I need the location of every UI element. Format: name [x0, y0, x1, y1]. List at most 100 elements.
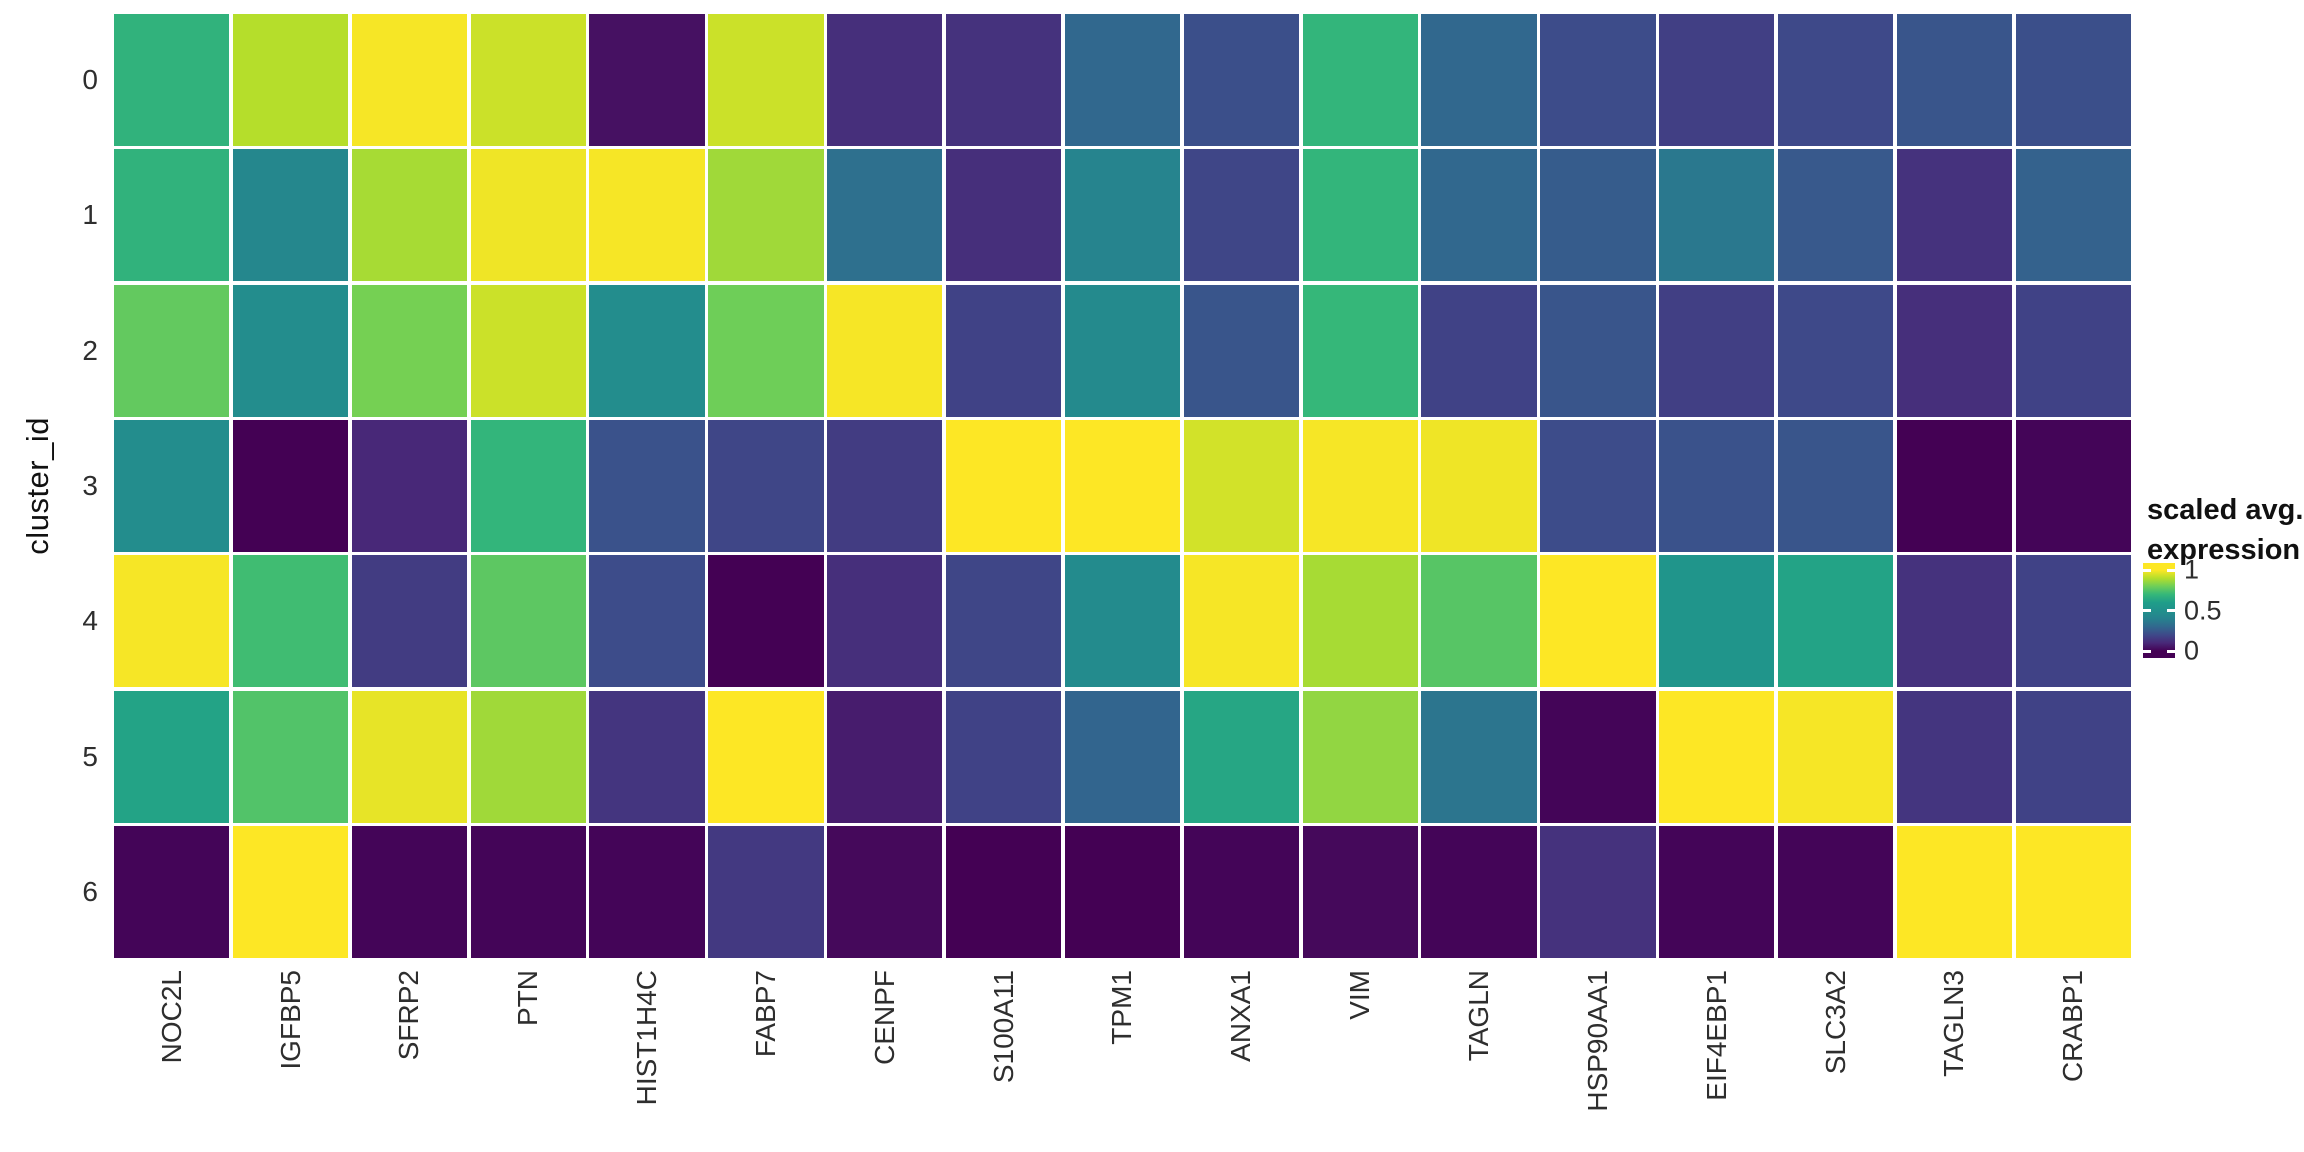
heatmap-cell [351, 420, 468, 552]
heatmap-cell [351, 14, 468, 146]
heatmap-cell [827, 14, 943, 146]
legend-tick-mark [2143, 649, 2151, 653]
heatmap-cell [1659, 555, 1775, 688]
heatmap-cell [351, 826, 468, 958]
x-axis-tick-label: EIF4EBP1 [1659, 970, 1774, 1152]
heatmap-cell [1540, 14, 1656, 146]
heatmap-cell [1064, 14, 1181, 146]
x-axis-tick-label: HSP90AA1 [1540, 970, 1655, 1152]
heatmap-cell [351, 284, 468, 417]
heatmap-cell [589, 149, 705, 282]
heatmap-cell [1540, 149, 1656, 282]
x-axis-tick-labels: NOC2L IGFBP5 SFRP2 PTN HIST1H4C FABP7 CENPF S10… [114, 970, 2131, 1152]
heatmap-cell [114, 149, 230, 282]
x-axis-tick-label-text: SFRP2 [393, 970, 425, 1061]
heatmap-cell [1421, 555, 1537, 688]
y-axis-tick-label: 6 [82, 876, 98, 908]
heatmap-cell [232, 284, 349, 417]
heatmap-cell [945, 690, 1062, 823]
heatmap-cell [1064, 826, 1181, 958]
y-axis-tick-label: 1 [82, 199, 98, 231]
heatmap-cell [708, 420, 824, 552]
x-axis-tick-label-text: TAGLN [1463, 970, 1495, 1062]
x-axis-tick-label-text: EIF4EBP1 [1700, 970, 1732, 1101]
heatmap-cell [708, 284, 824, 417]
x-axis-tick-label-text: ANXA1 [1225, 970, 1257, 1062]
heatmap-cell [351, 555, 468, 688]
heatmap-cell [1777, 420, 1894, 552]
heatmap-cell [1896, 555, 2013, 688]
heatmap-cell [945, 826, 1062, 958]
heatmap-cell [232, 149, 349, 282]
heatmap-cell [1896, 690, 2013, 823]
heatmap-cell [1896, 826, 2013, 958]
x-axis-tick-label: IGFBP5 [233, 970, 348, 1152]
heatmap-cell [1421, 826, 1537, 958]
heatmap-cell [827, 690, 943, 823]
heatmap-cell [1302, 420, 1418, 552]
heatmap-cell [1659, 420, 1775, 552]
heatmap-cell [708, 149, 824, 282]
heatmap-cell [1302, 826, 1418, 958]
x-axis-tick-label-text: FABP7 [749, 970, 781, 1058]
legend-title: scaled avg. expression [2147, 490, 2303, 570]
heatmap-cell [827, 826, 943, 958]
heatmap-cell [1659, 826, 1775, 958]
heatmap-cell [1659, 14, 1775, 146]
y-axis-tick-labels: 0 1 2 3 4 5 6 [0, 14, 106, 958]
heatmap-cell [1540, 555, 1656, 688]
heatmap-cell [470, 284, 586, 417]
heatmap-cell [114, 555, 230, 688]
heatmap-cell [708, 555, 824, 688]
heatmap-cell [1183, 420, 1300, 552]
heatmap-cell [114, 420, 230, 552]
x-axis-tick-label: TAGLN3 [1897, 970, 2012, 1152]
x-axis-tick-label-text: PTN [512, 970, 544, 1026]
heatmap-cell [1540, 690, 1656, 823]
heatmap-cell [2015, 826, 2131, 958]
heatmap-cell [2015, 690, 2131, 823]
heatmap-cell [1659, 149, 1775, 282]
y-axis-tick-label: 4 [82, 605, 98, 637]
y-axis-tick-label: 3 [82, 469, 98, 501]
heatmap-cell [945, 555, 1062, 688]
heatmap-cell [589, 690, 705, 823]
x-axis-tick-label-text: CRABP1 [2057, 970, 2089, 1083]
heatmap-cell [589, 14, 705, 146]
heatmap-cell [589, 420, 705, 552]
heatmap-cell [232, 420, 349, 552]
heatmap-cell [827, 149, 943, 282]
x-axis-tick-label: CRABP1 [2016, 970, 2131, 1152]
heatmap-cell [1064, 555, 1181, 688]
heatmap-cell [2015, 420, 2131, 552]
y-axis-tick-label: 0 [82, 63, 98, 95]
heatmap-cell [1777, 690, 1894, 823]
heatmap-cell [1421, 690, 1537, 823]
legend-tick-label: 0 [2184, 635, 2200, 666]
heatmap-grid [114, 14, 2131, 958]
heatmap-cell [1421, 420, 1537, 552]
heatmap-cell [1302, 555, 1418, 688]
legend-tick-label: 1 [2184, 554, 2200, 585]
legend-tick-mark [2167, 568, 2175, 572]
heatmap-cell [1896, 284, 2013, 417]
legend-title-line1: scaled avg. [2147, 494, 2304, 526]
heatmap-cell [708, 14, 824, 146]
legend-tick-mark [2167, 649, 2175, 653]
heatmap-cell [589, 284, 705, 417]
heatmap-cell [114, 284, 230, 417]
heatmap-cell [1540, 420, 1656, 552]
heatmap-cell [1183, 555, 1300, 688]
x-axis-tick-label: HIST1H4C [589, 970, 704, 1152]
heatmap-cell [470, 826, 586, 958]
x-axis-tick-label: SLC3A2 [1778, 970, 1893, 1152]
heatmap-cell [470, 555, 586, 688]
x-axis-tick-label-text: TAGLN3 [1938, 970, 1970, 1077]
legend-tick-mark [2143, 609, 2151, 613]
heatmap-cell [1183, 826, 1300, 958]
x-axis-tick-label: PTN [471, 970, 586, 1152]
heatmap-cell [827, 420, 943, 552]
heatmap-cell [1064, 149, 1181, 282]
heatmap-cell [589, 826, 705, 958]
